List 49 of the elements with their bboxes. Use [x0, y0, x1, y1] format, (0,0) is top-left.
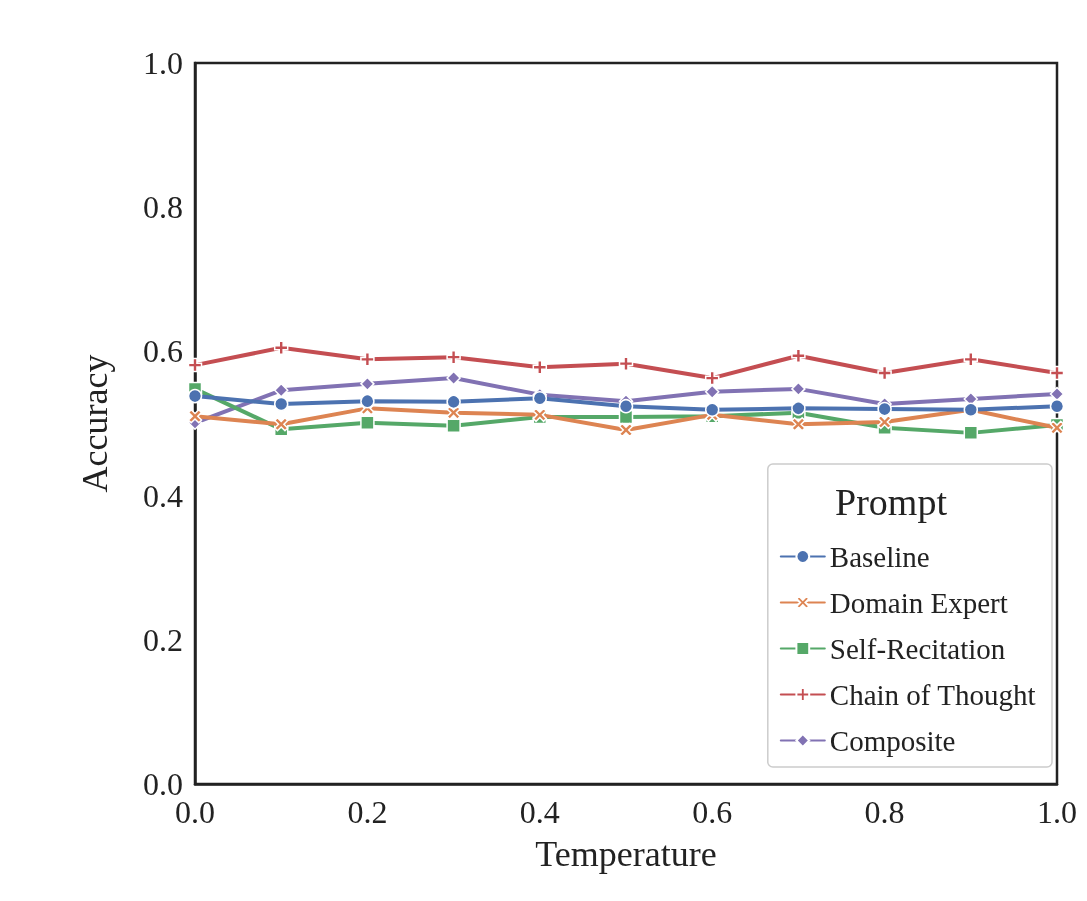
- y-tick-label: 0.6: [143, 333, 183, 370]
- point: [532, 391, 548, 406]
- point: [877, 365, 892, 381]
- point: [704, 384, 720, 400]
- point: [360, 376, 375, 392]
- y-tick-label: 0.4: [143, 477, 183, 514]
- point: [446, 418, 461, 433]
- point: [1049, 365, 1065, 381]
- x-axis-title: Temperature: [535, 834, 717, 874]
- point: [791, 401, 806, 416]
- point: [877, 401, 892, 417]
- point: [791, 416, 806, 432]
- point: [704, 370, 720, 386]
- legend-label: Domain Expert: [829, 586, 1008, 619]
- point: [446, 349, 461, 365]
- legend-label: Self-Recitation: [829, 632, 1006, 665]
- x-tick-label: 0.6: [692, 794, 733, 830]
- point: [1049, 398, 1065, 414]
- y-tick-label: 0.2: [143, 621, 183, 658]
- legend-title: Prompt: [835, 481, 948, 523]
- point: [273, 383, 289, 398]
- point: [791, 381, 806, 397]
- point: [360, 415, 375, 431]
- point: [963, 425, 979, 441]
- x-tick-label: 0.8: [864, 794, 905, 830]
- point: [791, 348, 806, 363]
- point: [963, 352, 979, 367]
- point: [618, 398, 634, 414]
- x-tick-label: 0.4: [519, 794, 560, 830]
- legend-label: Baseline: [829, 540, 930, 573]
- point: [187, 357, 203, 373]
- x-tick-label: 0.2: [347, 794, 388, 830]
- x-tick-label: 1.0: [1037, 794, 1077, 830]
- legend-label: Chain of Thought: [829, 678, 1036, 711]
- point: [360, 352, 375, 367]
- y-tick-label: 0.8: [143, 189, 183, 226]
- point: [532, 360, 548, 375]
- legend-label: Composite: [829, 724, 956, 757]
- point: [704, 402, 720, 418]
- point: [360, 393, 375, 409]
- y-tick-label: 1.0: [143, 45, 183, 81]
- point: [446, 394, 461, 410]
- point: [618, 356, 634, 371]
- point: [187, 388, 203, 404]
- point: [187, 409, 203, 424]
- y-axis-title: Accuracy: [75, 354, 115, 493]
- point: [273, 396, 289, 412]
- point: [446, 370, 461, 386]
- point: [273, 340, 289, 356]
